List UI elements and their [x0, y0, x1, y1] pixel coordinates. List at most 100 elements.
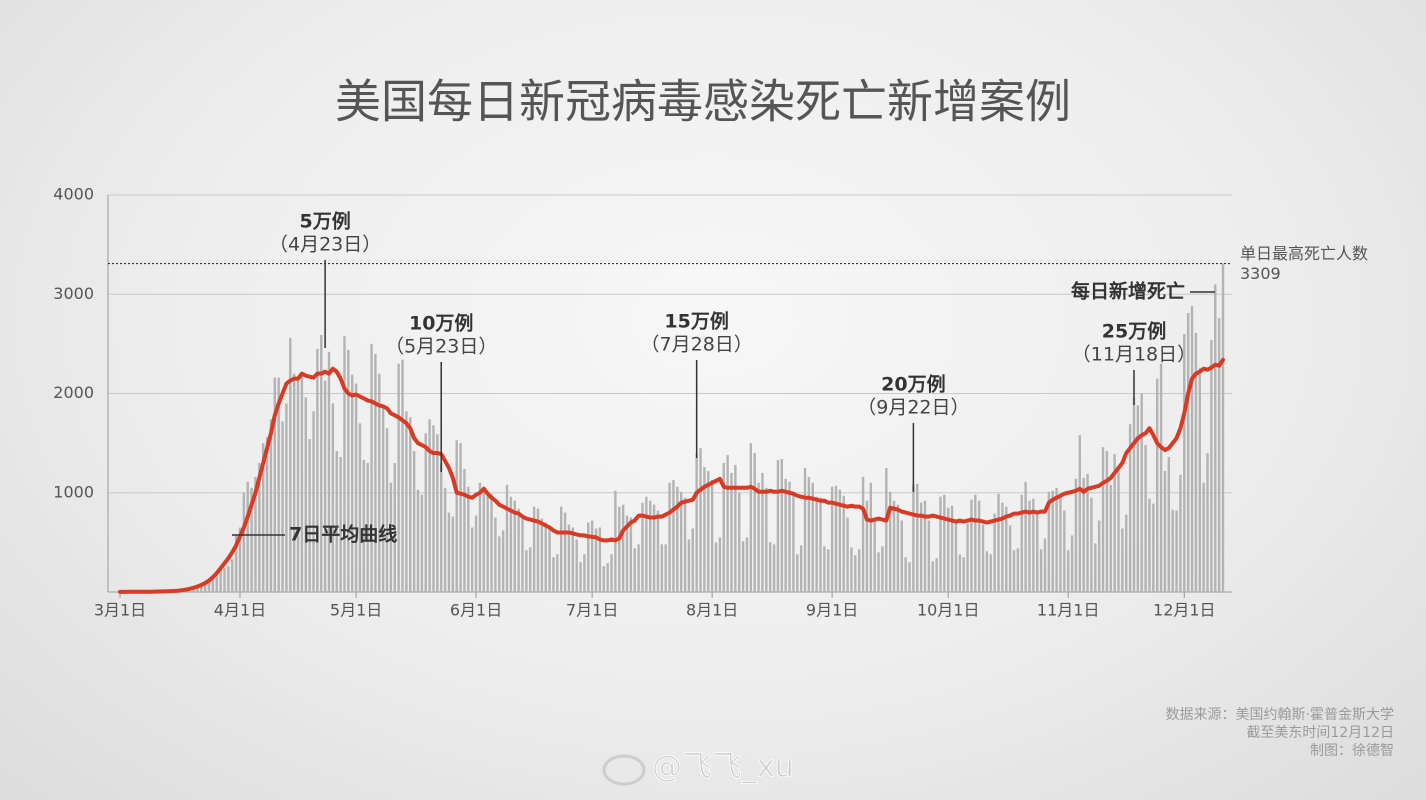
bar [505, 484, 509, 592]
bar [215, 572, 218, 592]
bar [1214, 284, 1217, 592]
bar [1186, 313, 1190, 592]
bar [258, 462, 261, 592]
bar [931, 561, 934, 592]
line [118, 357, 1225, 594]
bar [521, 516, 524, 592]
bar [896, 504, 900, 592]
bar [1198, 367, 1201, 592]
bar [296, 376, 300, 592]
annotation-date: （9月22日） [857, 397, 969, 419]
bar [1167, 457, 1171, 592]
bar [451, 516, 455, 592]
bar [958, 554, 962, 592]
bar [424, 433, 427, 592]
bar [676, 486, 679, 592]
x-tick-label: 4月1日 [214, 601, 266, 620]
bar [679, 491, 683, 592]
bar [358, 423, 362, 592]
bar [455, 440, 458, 592]
bar [656, 510, 660, 592]
bar [904, 557, 907, 592]
bar [699, 448, 702, 592]
bar [815, 496, 818, 592]
bar [517, 508, 520, 592]
bar [277, 377, 280, 592]
bar [432, 425, 435, 592]
bar [652, 504, 656, 592]
bar [1097, 520, 1101, 592]
bar [892, 500, 896, 592]
y-tick-label: 1000 [53, 482, 94, 501]
bar [405, 411, 408, 592]
watermark-icon [602, 754, 646, 786]
bar [919, 502, 923, 592]
bar [788, 481, 791, 592]
bar [440, 462, 443, 592]
bar [664, 544, 667, 592]
reference-label: 单日最高死亡人数 [1240, 244, 1368, 263]
bar [718, 537, 722, 592]
bar [331, 403, 335, 592]
x-tick-label: 6月1日 [450, 601, 502, 620]
bar [1206, 453, 1209, 592]
bar [621, 504, 625, 592]
source-text: 截至美东时间12月12日 [1246, 725, 1394, 741]
bar [1055, 487, 1058, 592]
bar [556, 554, 559, 592]
bar [227, 566, 230, 592]
bar [966, 523, 969, 592]
bar [1020, 494, 1023, 592]
bar [1156, 378, 1159, 592]
bar [842, 495, 845, 592]
bar [304, 397, 307, 592]
bar [327, 351, 331, 592]
bar [285, 403, 288, 592]
bar [1121, 528, 1124, 592]
bar [312, 411, 315, 592]
bar [830, 486, 834, 592]
bar [1159, 363, 1163, 592]
bar [1194, 332, 1198, 592]
bar [927, 520, 931, 592]
bar [443, 487, 447, 592]
bar [1190, 306, 1194, 592]
bar [1221, 263, 1225, 592]
bar [501, 530, 505, 592]
bar [989, 554, 992, 592]
bar [881, 546, 884, 592]
annotation-date: （11月18日） [1072, 344, 1196, 366]
bar [703, 466, 706, 592]
bar [610, 554, 613, 592]
bar [1090, 497, 1093, 592]
bar [261, 443, 265, 592]
bar [761, 472, 764, 592]
bar [1059, 493, 1062, 592]
bar [637, 544, 640, 592]
bar [436, 434, 439, 592]
bar [416, 489, 420, 592]
bar [687, 539, 691, 592]
bar [265, 437, 269, 592]
bar [947, 507, 950, 592]
bar [838, 489, 842, 592]
bar [1032, 498, 1035, 592]
bar [393, 462, 396, 592]
annotation-date: （7月28日） [641, 334, 753, 356]
bar [749, 443, 753, 592]
bar [1078, 435, 1082, 592]
bar [1125, 514, 1128, 592]
watermark: @飞飞_xu [652, 750, 794, 785]
bar [602, 566, 605, 592]
bar [695, 453, 698, 592]
bar [1144, 445, 1147, 592]
annotation-label: 5万例 [300, 210, 351, 233]
bar [776, 459, 780, 592]
bar [567, 524, 571, 592]
bar [765, 487, 768, 592]
bar [1113, 454, 1116, 592]
bar [977, 500, 981, 592]
bar [335, 451, 338, 592]
bar [347, 349, 350, 592]
bar [409, 417, 412, 592]
